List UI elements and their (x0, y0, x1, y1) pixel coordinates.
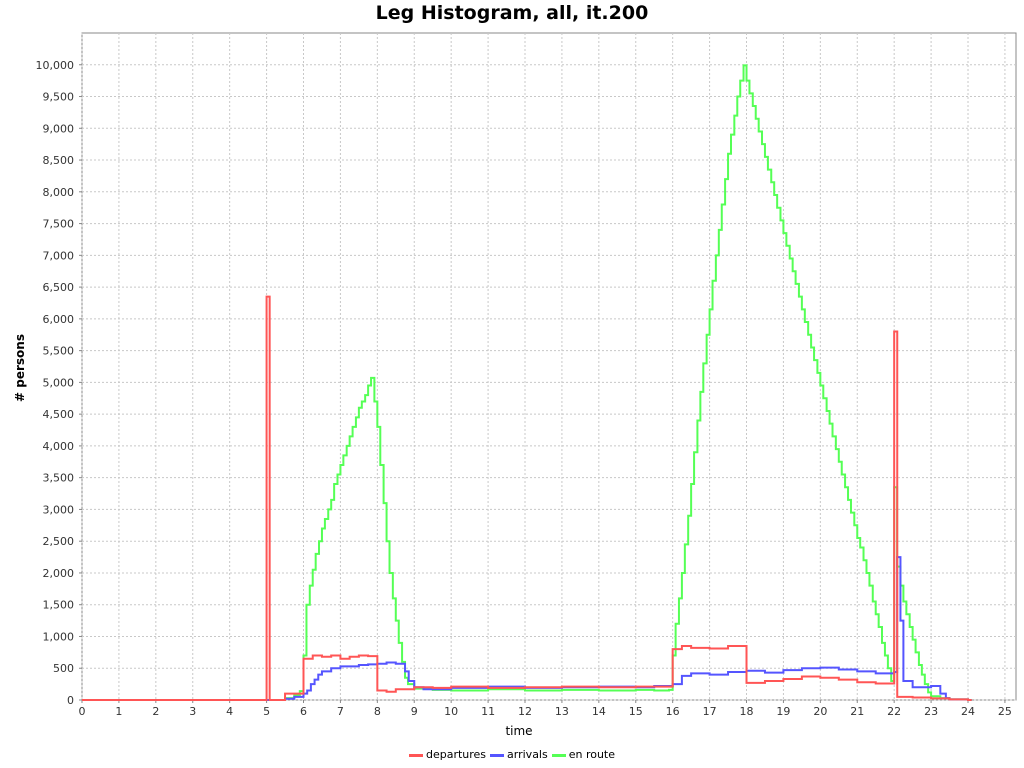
y-tick-label: 6,000 (43, 313, 75, 326)
x-tick-label: 18 (740, 705, 754, 718)
x-tick-label: 15 (629, 705, 643, 718)
y-tick-label: 9,000 (43, 122, 75, 135)
x-tick-label: 22 (887, 705, 901, 718)
y-tick-label: 8,500 (43, 154, 75, 167)
x-tick-label: 16 (666, 705, 680, 718)
x-tick-label: 7 (337, 705, 344, 718)
legend-item-arrivals: arrivals (490, 748, 548, 761)
y-tick-label: 4,500 (43, 408, 75, 421)
y-tick-label: 2,000 (43, 567, 75, 580)
y-tick-label: 2,500 (43, 535, 75, 548)
y-tick-label: 3,500 (43, 472, 75, 485)
y-tick-label: 7,500 (43, 218, 75, 231)
legend-swatch (490, 753, 505, 757)
x-tick-label: 10 (444, 705, 458, 718)
y-tick-label: 9,500 (43, 91, 75, 104)
x-tick-label: 1 (115, 705, 122, 718)
x-axis-label: time (505, 724, 532, 738)
x-tick-label: 3 (189, 705, 196, 718)
x-tick-label: 2 (152, 705, 159, 718)
x-tick-label: 13 (555, 705, 569, 718)
y-tick-label: 1,500 (43, 599, 75, 612)
y-tick-label: 6,500 (43, 281, 75, 294)
legend-swatch (408, 753, 423, 757)
legend-swatch (551, 753, 566, 757)
legend: departures arrivals en route (0, 748, 1024, 761)
y-tick-label: 1,000 (43, 630, 75, 643)
axis-layer: 0 1 2 3 4 5 6 7 8 9 10 11 12 13 14 15 16 17 18 19 20 21 22 23 24… (36, 59, 1012, 718)
legend-item-en-route: en route (551, 748, 616, 761)
y-tick-label: 8,000 (43, 186, 75, 199)
x-tick-label: 14 (592, 705, 606, 718)
x-tick-label: 11 (481, 705, 495, 718)
series-layer (82, 64, 972, 701)
x-tick-label: 12 (518, 705, 532, 718)
x-tick-label: 6 (300, 705, 307, 718)
grid-layer (81, 33, 1016, 701)
y-tick-label: 5,500 (43, 345, 75, 358)
y-tick-label: 7,000 (43, 249, 75, 262)
y-tick-label: 0 (67, 694, 74, 707)
x-tick-label: 21 (850, 705, 864, 718)
y-tick-label: 5,000 (43, 376, 75, 389)
y-tick-label: 500 (53, 662, 74, 675)
legend-item-departures: departures (408, 748, 487, 761)
chart-title: Leg Histogram, all, it.200 (375, 2, 649, 24)
y-axis-label: # persons (13, 334, 27, 402)
x-tick-label: 9 (411, 705, 418, 718)
x-tick-label: 17 (703, 705, 717, 718)
y-tick-label: 4,000 (43, 440, 75, 453)
legend-label: arrivals (507, 748, 548, 761)
x-tick-label: 5 (263, 705, 270, 718)
legend-label: en route (568, 748, 616, 761)
plot-area (81, 32, 1017, 701)
x-tick-label: 23 (924, 705, 938, 718)
y-tick-label: 10,000 (36, 59, 75, 72)
x-tick-label: 0 (79, 705, 86, 718)
x-tick-label: 19 (776, 705, 790, 718)
x-tick-label: 8 (374, 705, 381, 718)
x-tick-label: 24 (961, 705, 975, 718)
series-line-en-route (82, 64, 972, 701)
x-tick-label: 25 (998, 705, 1012, 718)
x-tick-label: 20 (813, 705, 827, 718)
series-line-departures (82, 295, 972, 701)
legend-label: departures (425, 748, 487, 761)
x-tick-label: 4 (226, 705, 233, 718)
y-tick-label: 3,000 (43, 503, 75, 516)
